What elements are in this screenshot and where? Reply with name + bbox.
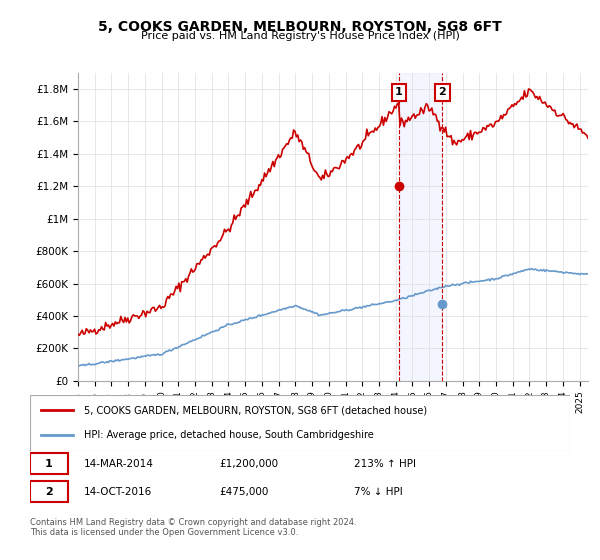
Text: 2: 2 [45, 487, 53, 497]
Text: 14-OCT-2016: 14-OCT-2016 [84, 487, 152, 497]
Bar [399, 73, 442, 381]
Text: £1,200,000: £1,200,000 [219, 459, 278, 469]
Text: Contains HM Land Registry data © Crown copyright and database right 2024.
This d: Contains HM Land Registry data © Crown c… [30, 518, 356, 538]
Text: 5, COOKS GARDEN, MELBOURN, ROYSTON, SG8 6FT: 5, COOKS GARDEN, MELBOURN, ROYSTON, SG8 … [98, 20, 502, 34]
Text: 1: 1 [395, 87, 403, 97]
Text: 2: 2 [439, 87, 446, 97]
Text: £475,000: £475,000 [219, 487, 268, 497]
Text: 14-MAR-2014: 14-MAR-2014 [84, 459, 154, 469]
Text: 5, COOKS GARDEN, MELBOURN, ROYSTON, SG8 6FT (detached house): 5, COOKS GARDEN, MELBOURN, ROYSTON, SG8 … [84, 405, 427, 416]
FancyBboxPatch shape [30, 395, 570, 451]
FancyBboxPatch shape [30, 481, 68, 502]
Text: 213% ↑ HPI: 213% ↑ HPI [354, 459, 416, 469]
Text: HPI: Average price, detached house, South Cambridgeshire: HPI: Average price, detached house, Sout… [84, 430, 374, 440]
Text: 7% ↓ HPI: 7% ↓ HPI [354, 487, 403, 497]
Text: 1: 1 [45, 459, 53, 469]
FancyBboxPatch shape [30, 453, 68, 474]
Text: Price paid vs. HM Land Registry's House Price Index (HPI): Price paid vs. HM Land Registry's House … [140, 31, 460, 41]
